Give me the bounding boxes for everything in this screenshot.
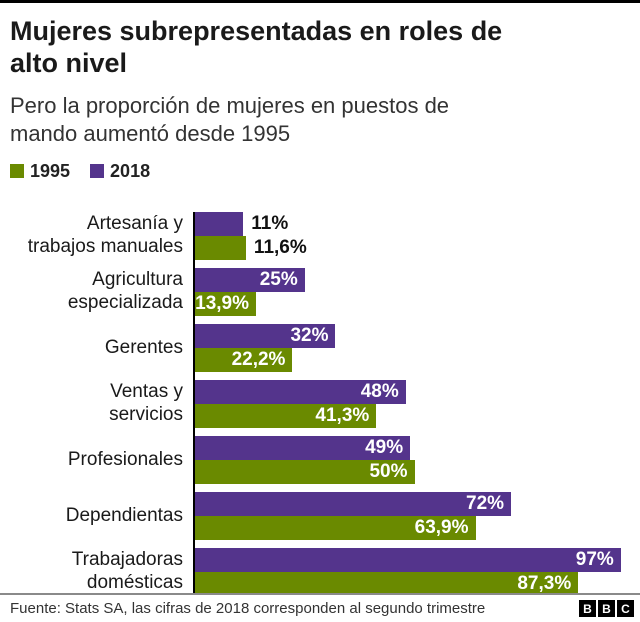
value-label: 87,3% (517, 572, 572, 594)
category-label: Agricultura especializada (67, 269, 183, 313)
bar-2018: 11% (195, 211, 288, 236)
category-label: Ventas y servicios (109, 381, 183, 425)
legend-item-1995: 1995 (10, 161, 70, 182)
legend-item-2018: 2018 (90, 161, 150, 182)
bar-1995: 63,9% (195, 515, 476, 540)
chart-row: Trabajadoras domésticas 97% 87,3% (10, 547, 634, 596)
category-label: Profesionales (67, 448, 183, 470)
bar-1995: 13,9% (195, 291, 257, 316)
bar-1995: 41,3% (195, 403, 377, 428)
bar-group: 97% 87,3% (195, 547, 634, 596)
category-label: Trabajadoras domésticas (71, 549, 183, 593)
chart-legend: 1995 2018 (10, 161, 634, 182)
value-label: 11,6% (253, 236, 307, 258)
value-label: 41,3% (315, 404, 370, 426)
legend-label-1995: 1995 (30, 160, 71, 181)
bar-1995: 87,3% (195, 571, 579, 596)
bar-2018: 32% (195, 323, 336, 348)
bbc-logo-block-c: C (617, 600, 634, 617)
bar-group: 32% 22,2% (195, 323, 634, 372)
bar-group: 48% 41,3% (195, 379, 634, 428)
bar-group: 11% 11,6% (195, 211, 634, 260)
source-text: Fuente: Stats SA, las cifras de 2018 cor… (10, 600, 486, 617)
legend-swatch-1995 (10, 164, 24, 179)
value-label: 22,2% (231, 348, 286, 370)
value-label: 32% (290, 324, 329, 346)
bar-group: 72% 63,9% (195, 491, 634, 540)
footer: Fuente: Stats SA, las cifras de 2018 cor… (0, 593, 640, 622)
bar-2018: 48% (195, 379, 406, 404)
bbc-logo-block-b1: B (579, 600, 596, 617)
chart-subtitle: Pero la proporción de mujeres en puestos… (10, 92, 450, 147)
bar-group: 25% 13,9% (195, 267, 634, 316)
value-label: 97% (575, 548, 614, 570)
legend-swatch-2018 (90, 164, 105, 179)
value-label: 72% (466, 492, 505, 514)
chart-row: Profesionales 49% 50% (10, 435, 634, 484)
category-label: Gerentes (104, 336, 183, 358)
bar-1995: 22,2% (195, 347, 293, 372)
value-label: 63,9% (414, 516, 469, 538)
category-label: Artesanía y trabajos manuales (27, 213, 183, 257)
bar-2018: 72% (195, 491, 512, 516)
chart-row: Gerentes 32% 22,2% (10, 323, 634, 372)
value-label: 11% (251, 212, 289, 234)
value-label: 48% (360, 380, 399, 402)
value-label: 13,9% (195, 292, 250, 314)
bbc-logo-block-b2: B (598, 600, 615, 617)
legend-label-2018: 2018 (110, 160, 151, 181)
chart-row: Artesanía y trabajos manuales 11% 11,6% (10, 211, 634, 260)
axis-baseline (193, 211, 195, 596)
bar-2018: 97% (195, 547, 621, 572)
value-label: 49% (365, 436, 404, 458)
chart-row: Ventas y servicios 48% 41,3% (10, 379, 634, 428)
bar-chart: Artesanía y trabajos manuales 11% 11,6% Agr… (10, 211, 634, 596)
chart-row: Agricultura especializada 25% 13,9% (10, 267, 634, 316)
page-title: Mujeres subrepresentadas en roles de alt… (10, 16, 503, 79)
bar-2018: 49% (195, 435, 411, 460)
bar-2018: 25% (195, 267, 305, 292)
bbc-logo: B B C (579, 600, 634, 617)
category-label: Dependientas (65, 504, 183, 526)
value-label: 50% (369, 460, 408, 482)
chart-row: Dependientas 72% 63,9% (10, 491, 634, 540)
bar-group: 49% 50% (195, 435, 634, 484)
bar-1995: 50% (195, 459, 415, 484)
bar-1995: 11,6% (195, 235, 307, 260)
value-label: 25% (259, 268, 298, 290)
